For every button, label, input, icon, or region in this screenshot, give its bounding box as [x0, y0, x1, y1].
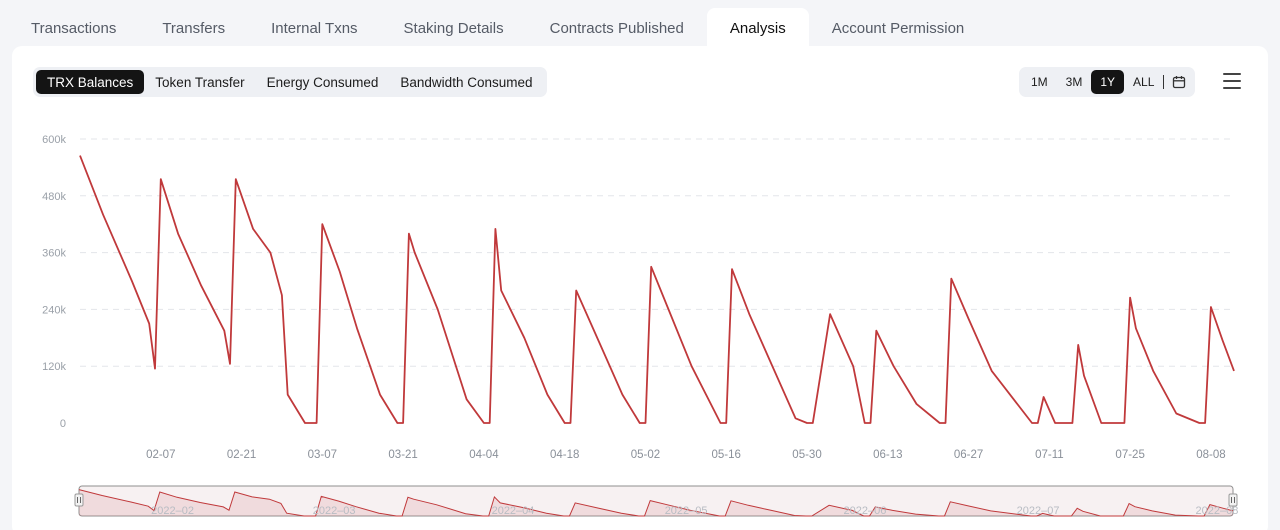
navigator-tick-label: 2022–07: [1017, 505, 1060, 517]
x-tick-label: 05-30: [792, 449, 821, 461]
x-tick-label: 05-02: [631, 449, 660, 461]
x-tick-label: 07-11: [1035, 449, 1064, 461]
range-all-button[interactable]: ALL: [1133, 75, 1155, 89]
y-tick-label: 240k: [42, 304, 66, 316]
tab-contracts-published[interactable]: Contracts Published: [549, 19, 684, 37]
metric-tab-token-transfer[interactable]: Token Transfer: [155, 74, 245, 90]
y-tick-label: 480k: [42, 191, 66, 203]
navigator-area: [79, 489, 1233, 516]
metric-tab-bandwidth-consumed[interactable]: Bandwidth Consumed: [400, 74, 533, 90]
x-tick-label: 02-07: [146, 449, 175, 461]
navigator-right-handle-icon[interactable]: [1228, 493, 1238, 507]
range-1m-button[interactable]: 1M: [1031, 75, 1048, 89]
analysis-card: TRX Balances Token Transfer Energy Consume…: [12, 46, 1268, 530]
calendar-icon[interactable]: [1166, 70, 1192, 94]
metric-tab-trx-balances[interactable]: TRX Balances: [36, 70, 145, 94]
tab-account-permission[interactable]: Account Permission: [831, 19, 965, 37]
trx-balance-line: [79, 155, 1235, 424]
range-1y-button[interactable]: 1Y: [1091, 70, 1125, 94]
x-tick-label: 05-16: [712, 449, 741, 461]
tab-internal-txns[interactable]: Internal Txns: [271, 19, 358, 37]
navigator-tick-label: 2022–02: [151, 505, 194, 517]
navigator-left-handle-icon[interactable]: [74, 493, 84, 507]
y-tick-label: 120k: [42, 361, 66, 373]
range-3m-button[interactable]: 3M: [1065, 75, 1083, 89]
tab-staking-details[interactable]: Staking Details: [403, 19, 504, 37]
y-tick-label: 600k: [42, 134, 66, 146]
hamburger-menu-icon[interactable]: [1223, 73, 1241, 89]
tab-analysis[interactable]: Analysis: [706, 8, 809, 48]
x-tick-label: 02-21: [227, 449, 256, 461]
navigator-tick-label: 2022–04: [492, 505, 535, 517]
metric-selector: TRX Balances Token Transfer Energy Consume…: [33, 67, 547, 97]
y-tick-label: 0: [60, 418, 66, 430]
navigator-line: [78, 489, 1234, 517]
x-tick-label: 04-04: [469, 449, 499, 461]
navigator-tick-label: 2022–05: [665, 505, 708, 517]
x-tick-label: 06-13: [873, 449, 902, 461]
x-tick-label: 07-25: [1115, 449, 1144, 461]
navigator-tick-label: 2022–03: [313, 505, 356, 517]
navigator-tick-label: 2022–08: [1196, 505, 1239, 517]
tab-transactions[interactable]: Transactions: [31, 19, 117, 37]
tab-bar: Transactions Transfers Internal Txns Stakin…: [0, 0, 1280, 48]
y-tick-label: 360k: [42, 248, 66, 260]
range-divider: [1163, 75, 1165, 89]
x-tick-label: 03-07: [308, 449, 337, 461]
x-tick-label: 08-08: [1196, 449, 1225, 461]
metric-tab-energy-consumed[interactable]: Energy Consumed: [266, 74, 379, 90]
navigator-tick-label: 2022–06: [844, 505, 887, 517]
time-range-selector: 1M 3M 1Y ALL: [1019, 67, 1196, 97]
x-tick-label: 04-18: [550, 449, 579, 461]
tab-transfers[interactable]: Transfers: [162, 19, 226, 37]
x-tick-label: 03-21: [388, 449, 417, 461]
x-tick-label: 06-27: [954, 449, 983, 461]
